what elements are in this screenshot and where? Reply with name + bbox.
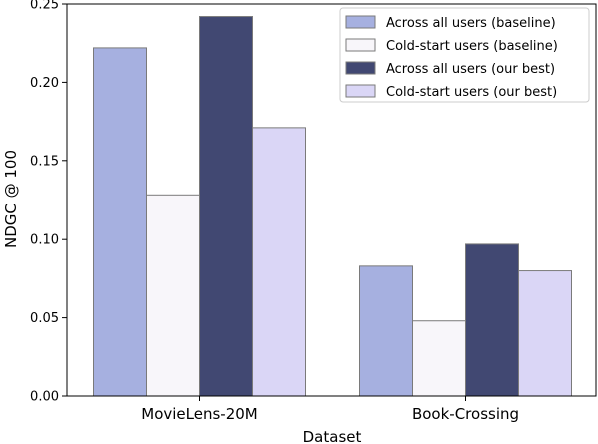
plot-border: [66, 3, 597, 397]
x-axis: MovieLens-20M Book-Crossing: [141, 396, 519, 423]
legend-entry: Across all users (baseline): [386, 16, 556, 31]
legend-swatch: [345, 15, 376, 29]
bar-4-book-crossing: [518, 270, 572, 397]
y-tick-label: 0.25: [30, 0, 59, 13]
bar-1-book-crossing: [359, 265, 413, 397]
y-axis: 0.00 0.05 0.10 0.15 0.20 0.25: [30, 0, 67, 405]
legend: Across all users (baseline) Cold-start us…: [339, 7, 590, 103]
bar-2-movielens-20m: [146, 194, 200, 397]
legend-swatch: [345, 84, 376, 98]
x-tick-label: Book-Crossing: [412, 405, 519, 423]
bar-4-movielens-20m: [252, 127, 306, 397]
legend-box: [339, 7, 590, 103]
legend-entry: Cold-start users (baseline): [386, 39, 558, 54]
legend-entry: Across all users (our best): [386, 62, 555, 77]
x-tick-label: MovieLens-20M: [141, 405, 257, 423]
y-tick-label: 0.10: [30, 233, 59, 248]
bar-3-book-crossing: [465, 243, 519, 397]
bars-group: [93, 16, 572, 397]
legend-entry: Cold-start users (our best): [386, 85, 557, 100]
y-tick-label: 0.00: [30, 390, 59, 405]
y-tick-label: 0.05: [30, 311, 59, 326]
plot-frame: [66, 3, 597, 397]
legend-swatch: [345, 61, 376, 75]
x-axis-label: Dataset: [303, 428, 362, 444]
legend-swatch: [345, 38, 376, 52]
y-axis-label: NDGC @ 100: [2, 150, 20, 248]
y-tick-label: 0.15: [30, 154, 59, 169]
bar-3-movielens-20m: [199, 16, 253, 397]
bar-2-book-crossing: [412, 320, 466, 397]
bar-1-movielens-20m: [93, 47, 147, 397]
y-tick-label: 0.20: [30, 76, 59, 91]
